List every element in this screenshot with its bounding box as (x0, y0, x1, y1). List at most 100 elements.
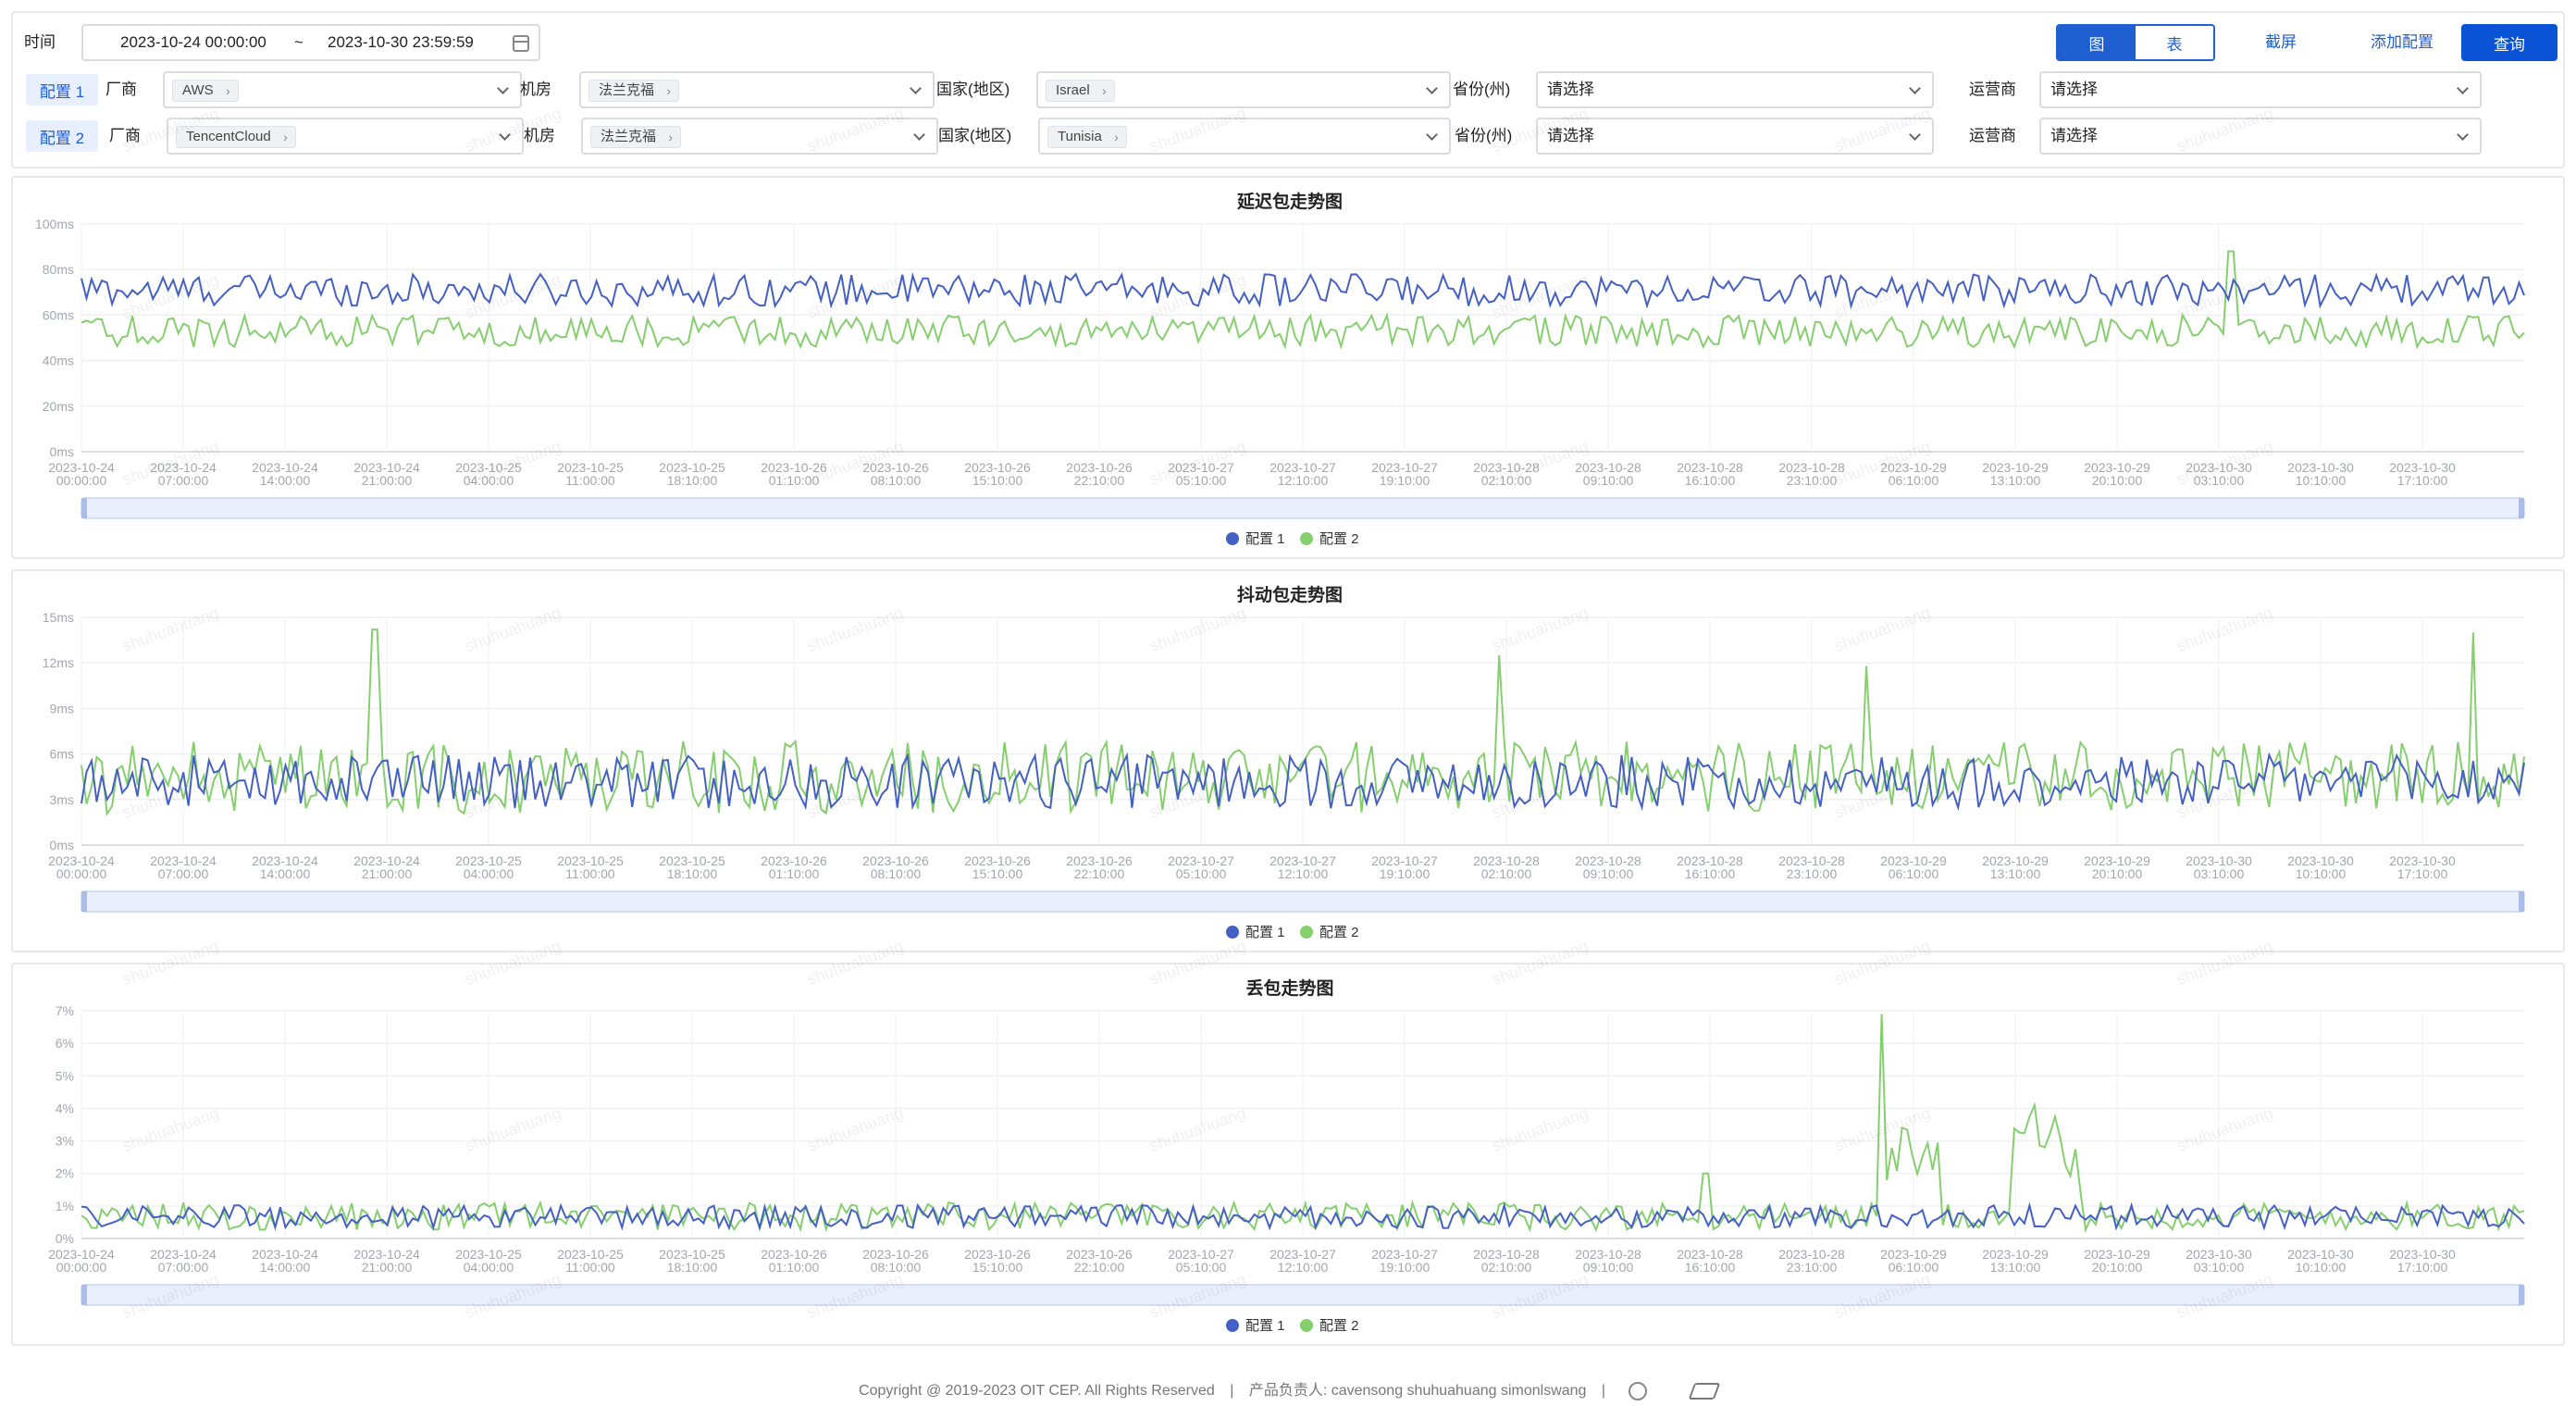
feedback-icon[interactable] (1688, 1382, 1721, 1400)
config-2-province-select[interactable]: 请选择 (1536, 118, 1934, 155)
chevron-down-icon[interactable] (1909, 82, 1921, 94)
config-1-vendor-select[interactable]: AWS › (163, 71, 522, 108)
legend-label[interactable]: 配置 2 (1319, 531, 1359, 547)
x-tick-time: 08:10:00 (871, 473, 922, 488)
x-tick-date: 2023-10-24 (252, 853, 318, 868)
zoom-handle-right[interactable] (2519, 1285, 2524, 1305)
x-tick-date: 2023-10-25 (557, 1247, 624, 1262)
legend-marker[interactable] (1300, 1319, 1313, 1332)
view-chart-button[interactable]: 图 (2058, 26, 2136, 59)
config-2-tag[interactable]: 配置 2 (26, 120, 98, 152)
chevron-down-icon[interactable] (1426, 82, 1438, 94)
x-tick-time: 03:10:00 (2194, 866, 2245, 881)
x-tick-time: 00:00:00 (56, 473, 107, 488)
x-tick-time: 03:10:00 (2194, 1260, 2245, 1275)
x-tick-date: 2023-10-30 (2389, 1247, 2456, 1262)
jitter-chart[interactable]: 抖动包走势图0ms3ms6ms9ms12ms15ms2023-10-2400:0… (13, 571, 2567, 954)
x-tick-time: 17:10:00 (2397, 1260, 2448, 1275)
chevron-down-icon[interactable] (1909, 129, 1921, 141)
x-tick-date: 2023-10-24 (353, 853, 420, 868)
config-1-isp-select[interactable]: 请选择 (2039, 71, 2482, 108)
x-tick-time: 02:10:00 (1481, 866, 1532, 881)
zoom-slider[interactable] (80, 1284, 2525, 1306)
config-2-isp-select[interactable]: 请选择 (2039, 118, 2482, 155)
footer-divider: | (1601, 1383, 1606, 1399)
zoom-handle-right[interactable] (2519, 498, 2524, 518)
x-tick-time: 04:00:00 (464, 1260, 514, 1275)
zoom-handle-left[interactable] (81, 1285, 87, 1305)
config-1-tag[interactable]: 配置 1 (26, 74, 98, 106)
time-range-picker[interactable]: 2023-10-24 00:00:00 ~ 2023-10-30 23:59:5… (81, 24, 540, 61)
x-tick-date: 2023-10-28 (1473, 853, 1540, 868)
x-tick-time: 19:10:00 (1380, 473, 1430, 488)
config-1-room-select[interactable]: 法兰克福 › (579, 71, 935, 108)
x-tick-time: 20:10:00 (2092, 473, 2143, 488)
chevron-down-icon[interactable] (497, 82, 509, 94)
zoom-handle-left[interactable] (81, 891, 87, 912)
time-end[interactable]: 2023-10-30 23:59:59 (328, 33, 474, 51)
chevron-down-icon[interactable] (910, 82, 922, 94)
latency-chart[interactable]: 延迟包走势图 0ms 20ms 40ms 60ms 80ms 100ms 2023-10-24… (13, 178, 2567, 561)
x-tick-time: 07:00:00 (158, 866, 209, 881)
config-1-country-select[interactable]: Israel › (1036, 71, 1451, 108)
x-tick-date: 2023-10-27 (1371, 460, 1438, 475)
help-icon[interactable] (1628, 1381, 1647, 1400)
chip-arrow-icon[interactable]: › (1114, 130, 1119, 144)
legend-label[interactable]: 配置 1 (1245, 925, 1285, 940)
chip-arrow-icon[interactable]: › (1102, 83, 1107, 98)
x-tick-date: 2023-10-29 (2084, 1247, 2150, 1262)
legend-label[interactable]: 配置 2 (1319, 925, 1359, 940)
zoom-slider[interactable] (80, 890, 2525, 913)
chevron-down-icon[interactable] (913, 129, 925, 141)
config-1-province-select[interactable]: 请选择 (1536, 71, 1934, 108)
legend-label[interactable]: 配置 1 (1245, 531, 1285, 547)
isp-label: 运营商 (1969, 127, 2016, 144)
x-tick-time: 18:10:00 (667, 1260, 718, 1275)
chevron-down-icon[interactable] (1426, 129, 1438, 141)
legend-label[interactable]: 配置 1 (1245, 1318, 1285, 1334)
x-tick-time: 05:10:00 (1176, 1260, 1227, 1275)
x-tick-date: 2023-10-25 (455, 460, 522, 475)
legend-marker[interactable] (1226, 926, 1239, 939)
config-2-country-select[interactable]: Tunisia › (1038, 118, 1451, 155)
zoom-slider[interactable] (80, 497, 2525, 519)
config-2-room-select[interactable]: 法兰克福 › (581, 118, 938, 155)
x-tick-date: 2023-10-29 (1880, 1247, 1947, 1262)
time-start[interactable]: 2023-10-24 00:00:00 (120, 33, 266, 51)
x-tick-time: 01:10:00 (769, 473, 820, 488)
x-tick-time: 10:10:00 (2296, 866, 2347, 881)
chip-arrow-icon[interactable]: › (283, 130, 288, 144)
chevron-down-icon[interactable] (499, 129, 511, 141)
legend-label[interactable]: 配置 2 (1319, 1318, 1359, 1334)
zoom-handle-right[interactable] (2519, 891, 2524, 912)
config-2-vendor-select[interactable]: TencentCloud › (167, 118, 524, 155)
legend-marker[interactable] (1226, 532, 1239, 545)
y-tick-label: 6% (56, 1036, 74, 1051)
latency-chart-panel: 延迟包走势图 0ms 20ms 40ms 60ms 80ms 100ms 2023-10-24… (11, 176, 2565, 559)
series-line-1 (80, 752, 2525, 812)
x-tick-time: 19:10:00 (1380, 866, 1430, 881)
x-tick-time: 01:10:00 (769, 866, 820, 881)
series-line-1 (80, 1201, 2525, 1231)
packet-loss-chart[interactable]: 丢包走势图0%1%2%3%4%5%6%7%2023-10-2400:00:002… (13, 964, 2567, 1348)
legend-marker[interactable] (1300, 532, 1313, 545)
chip-arrow-icon[interactable]: › (225, 83, 230, 98)
view-table-button[interactable]: 表 (2136, 26, 2213, 59)
chip-arrow-icon[interactable]: › (668, 130, 674, 144)
chip-arrow-icon[interactable]: › (666, 83, 672, 98)
chevron-down-icon[interactable] (2457, 82, 2469, 94)
x-tick-date: 2023-10-28 (1677, 1247, 1743, 1262)
x-tick-date: 2023-10-26 (964, 460, 1031, 475)
x-tick-time: 02:10:00 (1481, 473, 1532, 488)
add-config-button[interactable]: 添加配置 (2371, 33, 2434, 51)
legend-marker[interactable] (1226, 1319, 1239, 1332)
chevron-down-icon[interactable] (2457, 129, 2469, 141)
x-tick-time: 05:10:00 (1176, 473, 1227, 488)
y-tick-label: 1% (56, 1199, 74, 1213)
query-button[interactable]: 查询 (2461, 24, 2557, 61)
screenshot-button[interactable]: 截屏 (2265, 33, 2297, 51)
legend-marker[interactable] (1300, 926, 1313, 939)
zoom-handle-left[interactable] (81, 498, 87, 518)
calendar-icon[interactable] (513, 35, 529, 52)
vendor-label: 厂商 (109, 127, 141, 144)
